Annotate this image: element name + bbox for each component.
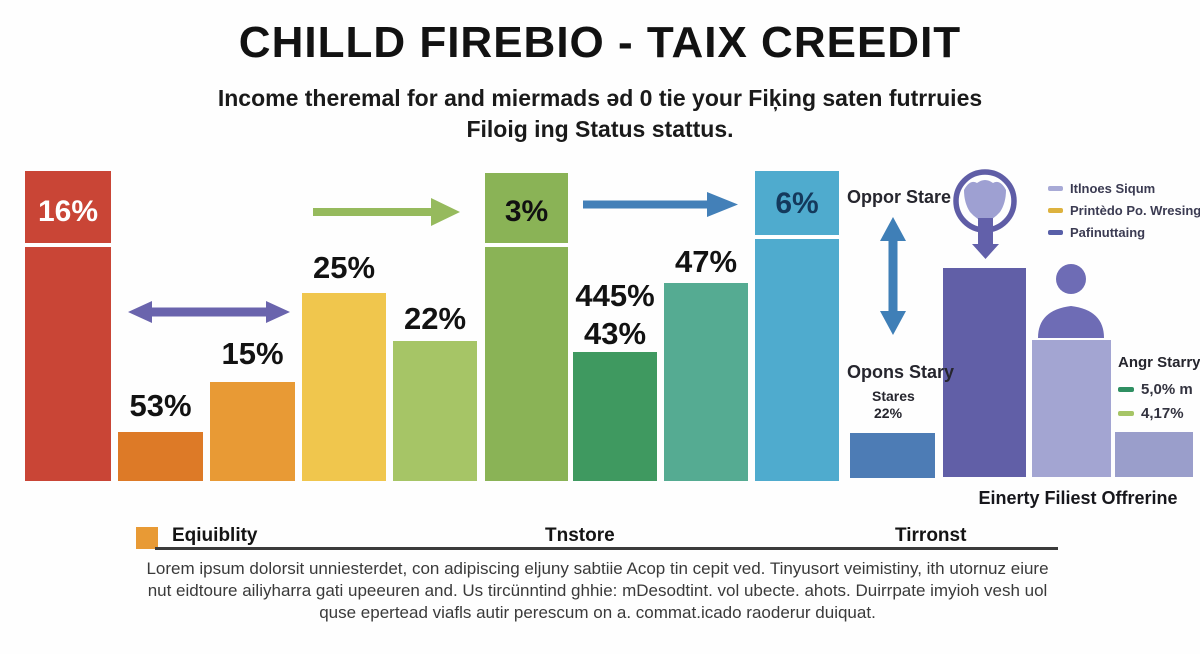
right-arrow-green-shape xyxy=(313,198,460,226)
bar-cap-divider xyxy=(755,235,839,239)
person-head-shape xyxy=(1056,264,1086,294)
annotation-oppor-stare: Oppor Stare xyxy=(847,187,952,207)
footer-legend-label-3: Tirronst xyxy=(895,525,967,546)
legend-item: 4,17% xyxy=(1118,405,1200,422)
bar: 16% xyxy=(25,171,111,481)
bar-value-label: 16% xyxy=(37,195,99,228)
bar-value-label: 47% xyxy=(674,244,738,279)
legend-swatch xyxy=(1048,186,1063,191)
right-arrow-green-icon xyxy=(313,198,460,226)
bar xyxy=(1115,432,1193,477)
legend-swatch xyxy=(1118,411,1134,416)
bar-value-label: 43% xyxy=(583,316,647,351)
footer-legend-label-2: Tnstore xyxy=(545,525,615,546)
top-legend: Itlnoes Siqum Printèdo Po. Wresing Pafinut… xyxy=(1048,181,1200,247)
legend-swatch xyxy=(1048,208,1063,213)
bar-cap-divider xyxy=(25,243,111,247)
person-body-shape xyxy=(1038,306,1104,338)
footer-divider xyxy=(155,547,1058,550)
double-horizontal-arrow-shape xyxy=(128,301,290,323)
legend-item: Itlnoes Siqum xyxy=(1048,181,1200,196)
bar xyxy=(850,433,935,478)
bar xyxy=(302,293,386,481)
paragraph-line-2: nut eidtoure ailiyharra gati upeeuren an… xyxy=(147,581,1048,600)
paragraph-line-1: Lorem ipsum dolorsit unniesterdet, con a… xyxy=(146,559,1049,578)
annotation-stares-pct: 22% xyxy=(874,405,903,421)
annotation-stares: Stares xyxy=(872,388,915,404)
bar-value-label: 53% xyxy=(129,388,192,423)
shield-shape xyxy=(964,180,1006,222)
paragraph-line-3: quse epertead viafls autir perescum on a… xyxy=(319,603,876,622)
angr-legend-items: 5,0% m 4,17% xyxy=(1118,381,1200,422)
bar xyxy=(664,283,748,481)
legend-label: Printèdo Po. Wresing xyxy=(1070,203,1200,218)
legend-label: 4,17% xyxy=(1141,405,1184,422)
legend-item: 5,0% m xyxy=(1118,381,1200,398)
subtitle-line-2: Filoig ing Status stattus. xyxy=(466,116,734,142)
bar xyxy=(943,268,1026,477)
right-arrow-blue-shape xyxy=(583,192,738,217)
footer-legend-swatch xyxy=(136,527,158,549)
footer-legend-label-1: Eqiuiblity xyxy=(172,525,258,546)
bar-value-label: 6% xyxy=(775,187,819,220)
legend-swatch xyxy=(1048,230,1063,235)
bar xyxy=(118,432,203,481)
angr-legend: Angr Starry 5,0% m 4,17% xyxy=(1118,354,1200,429)
bar xyxy=(393,341,477,481)
double-horizontal-arrow-icon xyxy=(128,301,290,323)
bar-value-label: 22% xyxy=(403,301,467,336)
bar-value-label: 3% xyxy=(504,195,549,228)
double-vertical-arrow-shape xyxy=(880,217,906,335)
right-arrow-blue-icon xyxy=(583,192,738,217)
subtitle-line-1: Income theremal for and miermads əd 0 ti… xyxy=(217,85,983,111)
angr-legend-title: Angr Starry xyxy=(1118,354,1200,371)
legend-label: Itlnoes Siqum xyxy=(1070,181,1156,196)
caption-right: Einerty Filiest Offrerine xyxy=(978,488,1178,508)
bar-value-label: 25% xyxy=(312,250,376,285)
bar-value-label: 445% xyxy=(575,278,655,313)
down-arrow-shape xyxy=(972,218,999,259)
bar-value-label: 15% xyxy=(221,336,284,371)
footer-paragraph: Lorem ipsum dolorsit unniesterdet, con a… xyxy=(110,558,1085,624)
legend-label: Pafinuttaing xyxy=(1070,225,1146,240)
bar: 6% xyxy=(755,171,839,481)
page-title: CHILLD FIREBIO - TAIX CREEDIT xyxy=(238,18,962,67)
bar: 3% xyxy=(485,173,568,481)
annotation-opons-stary: Opons Stary xyxy=(847,362,955,382)
legend-item: Pafinuttaing xyxy=(1048,225,1200,240)
double-vertical-arrow-icon xyxy=(880,217,906,335)
bar xyxy=(210,382,295,481)
legend-label: 5,0% m xyxy=(1141,381,1193,398)
shield-circle-down-arrow-icon xyxy=(953,169,1017,259)
person-icon xyxy=(1038,264,1104,338)
legend-swatch xyxy=(1118,387,1134,392)
bar xyxy=(1032,340,1111,477)
legend-item: Printèdo Po. Wresing xyxy=(1048,203,1200,218)
bar xyxy=(573,352,657,481)
bar-cap-divider xyxy=(485,243,568,247)
